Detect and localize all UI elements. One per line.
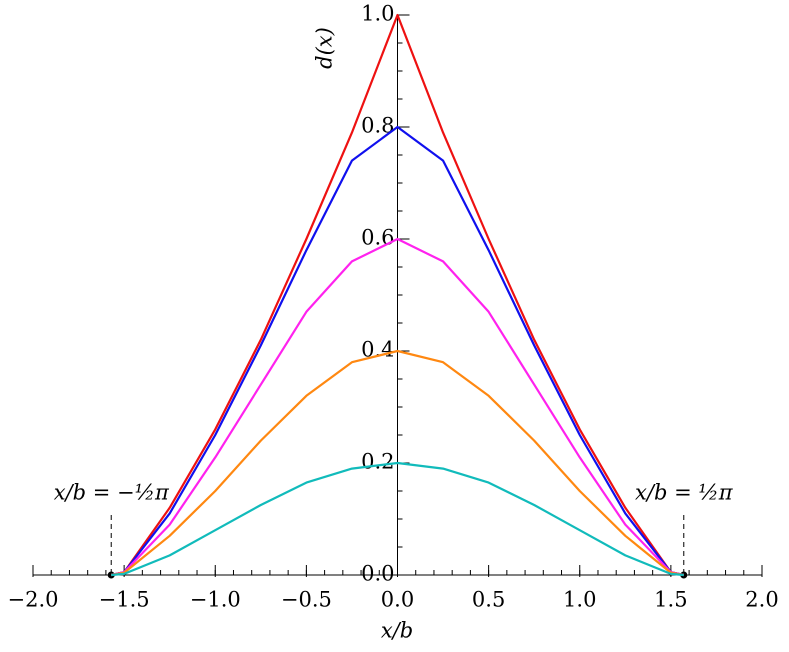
x-tick-label: −0.5 (281, 588, 332, 612)
series-line (110, 13, 685, 577)
annotation-text: x/b = ½π (635, 481, 734, 505)
series-line (110, 237, 685, 577)
series-line (111, 461, 684, 577)
x-tick-label: 1.0 (563, 588, 596, 612)
x-tick-label: 0.0 (381, 588, 414, 612)
series-line (111, 349, 684, 577)
series-line (110, 125, 685, 577)
x-tick-label: 2.0 (745, 588, 778, 612)
y-tick-label: 0.6 (361, 226, 394, 250)
y-tick-label: 0.0 (361, 562, 394, 586)
y-tick-label: 0.2 (361, 450, 394, 474)
x-tick-label: 1.5 (654, 588, 687, 612)
x-axis-label: x/b (381, 619, 413, 643)
annotation-text: x/b = −½π (54, 481, 170, 505)
x-tick-label: −1.0 (190, 588, 241, 612)
y-tick-label: 1.0 (361, 2, 394, 26)
y-axis-label: d(x) (313, 27, 337, 69)
x-tick-label: −1.5 (99, 588, 150, 612)
x-tick-label: −2.0 (8, 588, 59, 612)
x-tick-label: 0.5 (472, 588, 505, 612)
